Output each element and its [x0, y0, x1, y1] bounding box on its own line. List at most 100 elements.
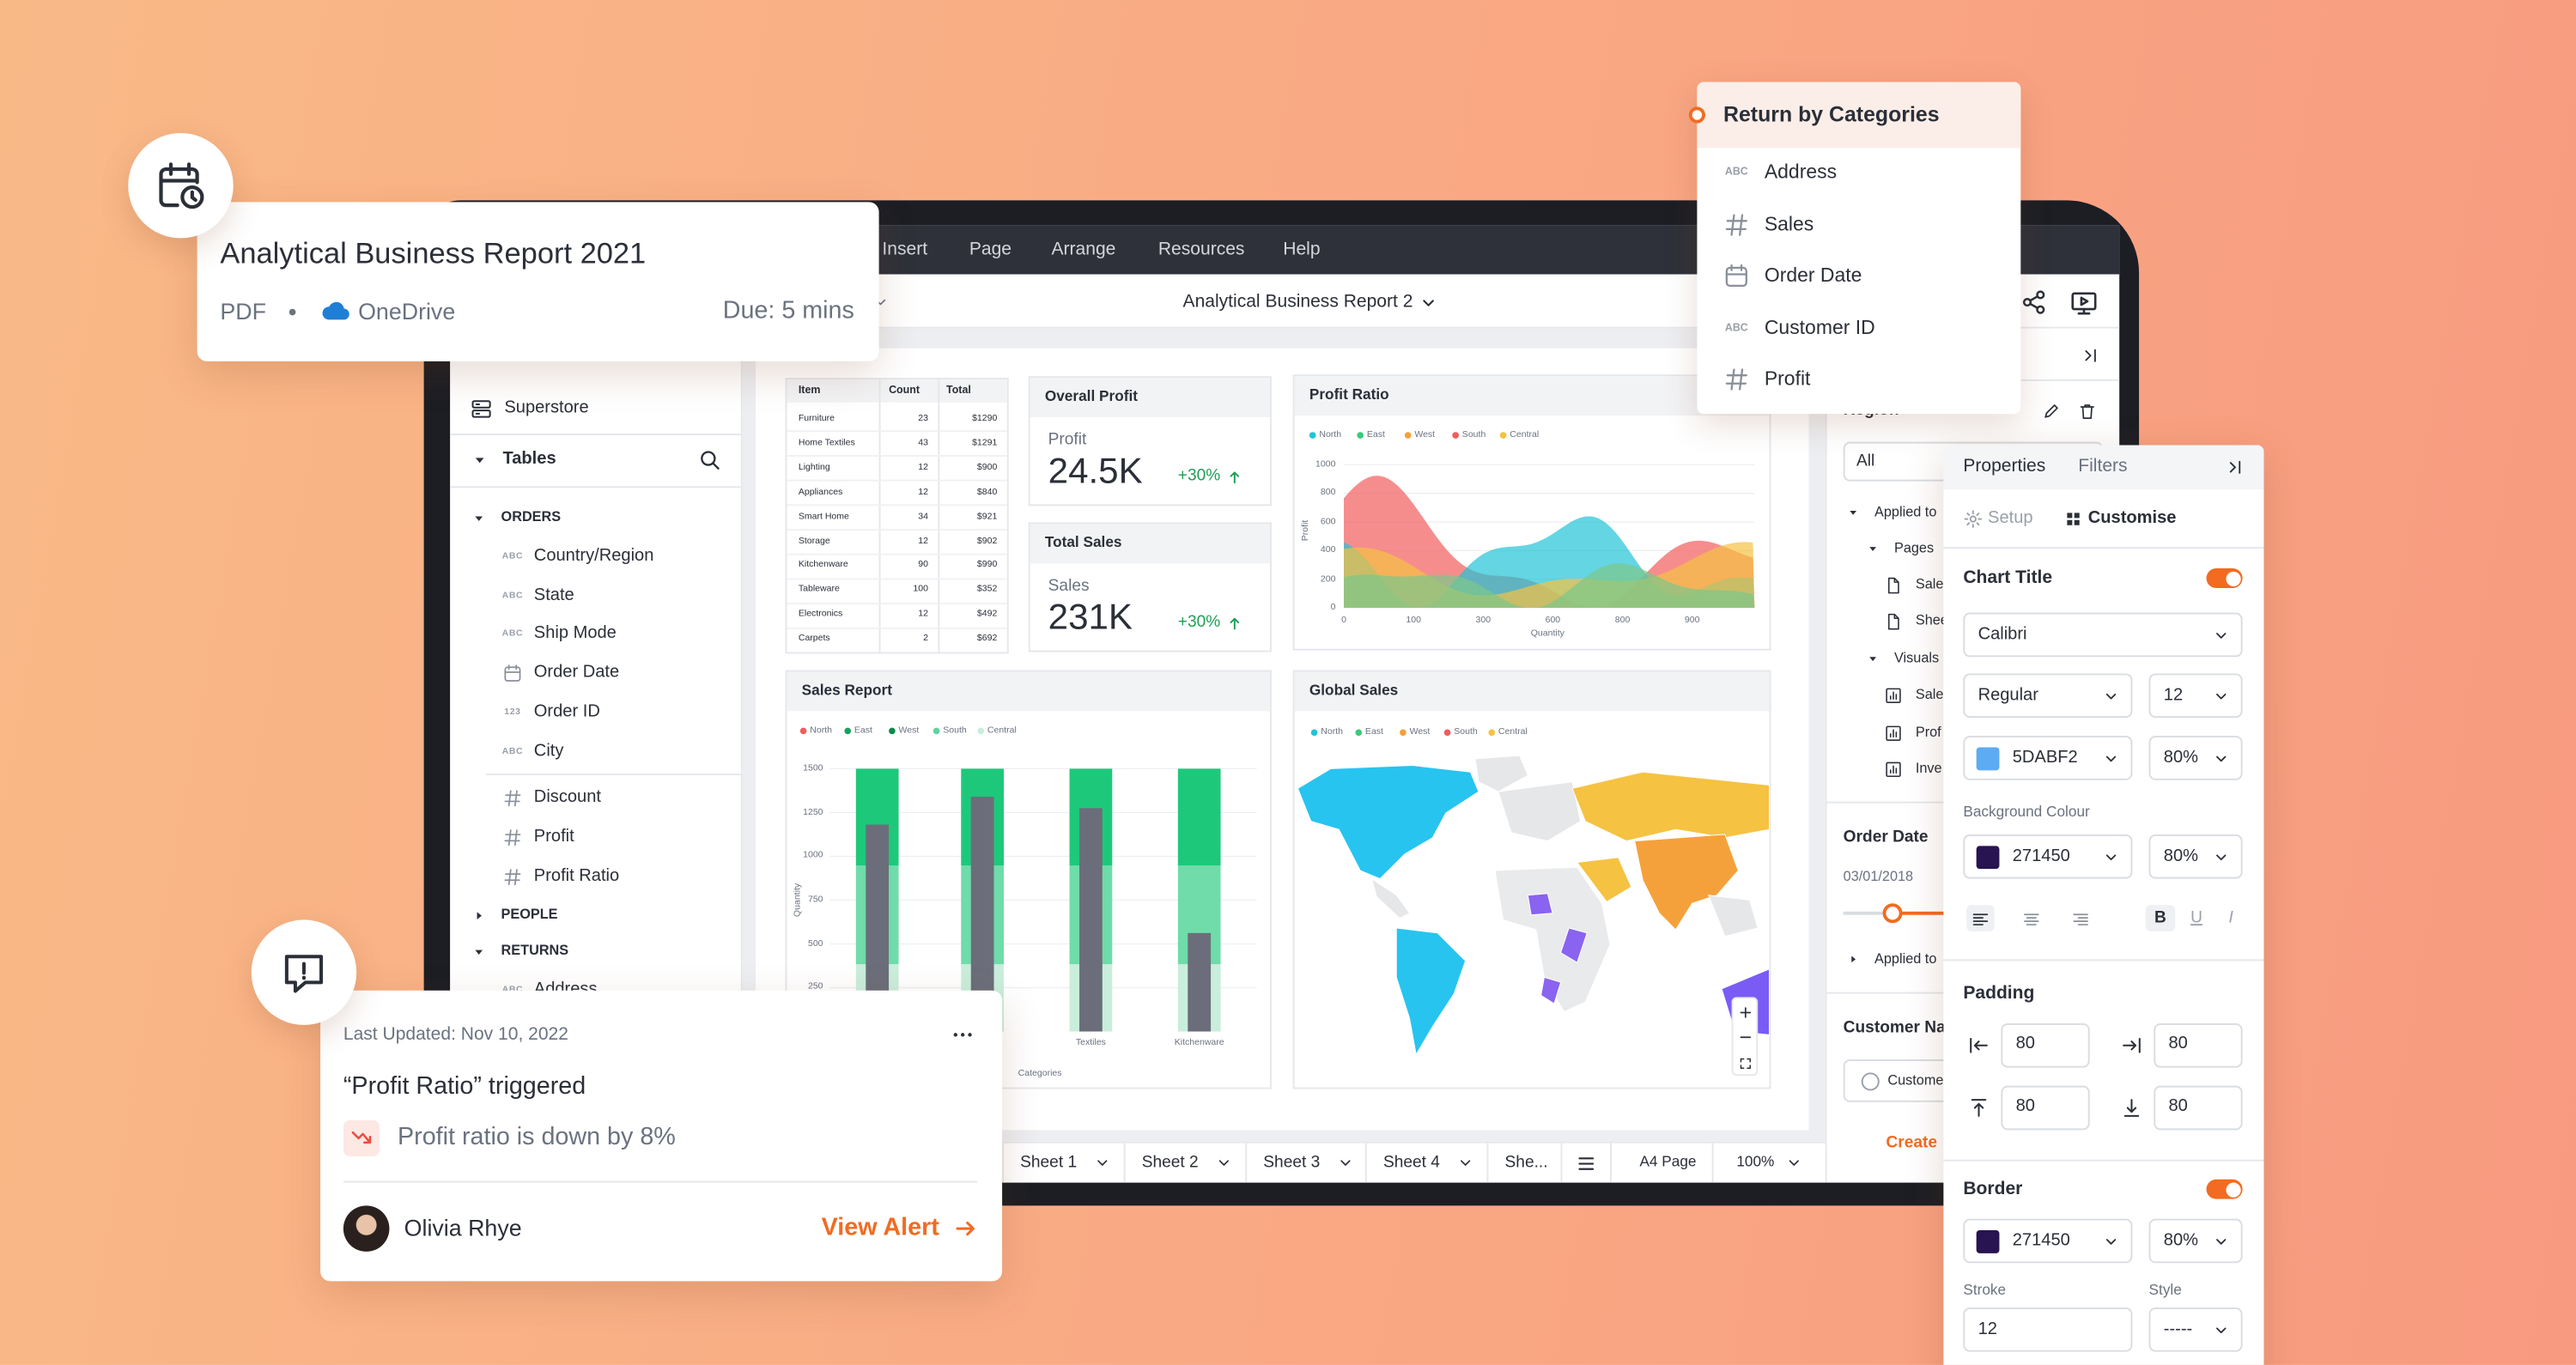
input[interactable] [2148, 834, 2243, 879]
icon-part [284, 955, 324, 993]
card-header [1294, 376, 1770, 416]
input[interactable] [2148, 673, 2243, 719]
align-center[interactable] [2021, 909, 2039, 927]
sheet-tab[interactable]: Sheet 2 [1141, 1154, 1199, 1173]
type-icon [504, 664, 521, 682]
tree-item[interactable]: Sale [1915, 575, 1944, 592]
field-name[interactable]: Discount [533, 787, 601, 808]
zoom-out[interactable] [1737, 1029, 1752, 1044]
input[interactable] [1963, 612, 2243, 658]
chevron[interactable] [1419, 294, 1437, 312]
sheet-tab[interactable]: Sheet 4 [1382, 1154, 1440, 1173]
tree-item[interactable]: Shee [1915, 611, 1948, 628]
icon-part [2079, 403, 2093, 419]
input-value: 80 [2015, 1095, 2035, 1116]
icon-circle [128, 132, 234, 239]
row-line [787, 431, 1007, 433]
slider-knob[interactable] [1882, 903, 1903, 924]
collapse-button[interactable] [2081, 346, 2099, 364]
more-button[interactable] [951, 1023, 975, 1046]
mode-tab[interactable]: Customise [2087, 507, 2177, 528]
chevron [1461, 1160, 1471, 1166]
field-name[interactable]: Ship Mode [533, 623, 617, 644]
text-style[interactable]: U [2190, 908, 2202, 928]
field-name[interactable]: Country/Region [533, 545, 654, 566]
report-storage[interactable]: OneDrive [358, 297, 456, 325]
sheet-tab[interactable]: Sheet 1 [1020, 1154, 1078, 1173]
menu-item[interactable]: Arrange [1051, 240, 1116, 260]
tree-item[interactable]: Applied to [1874, 503, 1937, 520]
edit-button[interactable] [2041, 402, 2059, 420]
present-button[interactable] [2069, 288, 2098, 317]
input[interactable] [2148, 1218, 2243, 1264]
dropdown-item[interactable]: Customer ID [1764, 315, 1875, 338]
text-style[interactable]: I [2228, 908, 2233, 928]
mode-tab[interactable]: Setup [1988, 507, 2033, 528]
cell: $1291 [972, 438, 998, 449]
field-name[interactable]: Order ID [533, 701, 600, 721]
search-button[interactable] [698, 448, 721, 471]
kpi-card [1028, 522, 1272, 652]
cell: Home Textiles [798, 438, 855, 449]
dropdown-item[interactable]: Profit [1764, 367, 1811, 391]
menu-item[interactable]: Insert [882, 240, 928, 260]
icon-part [1889, 690, 1897, 700]
field-name[interactable]: Profit [533, 826, 574, 846]
input[interactable] [2148, 736, 2243, 780]
divider [450, 486, 741, 488]
input[interactable] [1963, 673, 2133, 719]
align-left[interactable] [1971, 909, 1989, 927]
expand-toggle [476, 911, 481, 919]
dropdown-item[interactable]: Address [1764, 160, 1838, 184]
collapse-button[interactable] [2226, 458, 2244, 476]
type-badge: ABC [1724, 321, 1748, 334]
tree-item[interactable]: Sale [1915, 685, 1944, 702]
table-name[interactable]: RETURNS [501, 942, 569, 959]
document-title[interactable]: Analytical Business Report 2 [1182, 292, 1413, 312]
y-tick-label: 400 [1320, 545, 1336, 555]
create-button[interactable]: Create [1886, 1134, 1938, 1153]
arrow-right[interactable] [955, 1217, 978, 1241]
field-name[interactable]: Order Date [533, 662, 620, 682]
text-style[interactable]: B [2154, 908, 2166, 928]
icon-part [504, 868, 521, 885]
table-name[interactable]: ORDERS [501, 507, 562, 525]
page-size[interactable]: A4 Page [1639, 1153, 1697, 1170]
panel-tab[interactable]: Properties [1963, 456, 2046, 476]
field-name[interactable]: State [533, 584, 574, 604]
zoom-in[interactable] [1737, 1004, 1752, 1019]
share-button[interactable] [2020, 289, 2047, 316]
y-tick-label: 1000 [803, 851, 823, 862]
field-name[interactable]: Profit Ratio [533, 864, 620, 885]
input[interactable] [2148, 1307, 2243, 1352]
input[interactable] [2001, 1022, 2090, 1067]
menu-item[interactable]: Resources [1157, 240, 1245, 260]
tree-item[interactable]: Prof [1915, 723, 1941, 740]
delete-button[interactable] [2077, 402, 2095, 420]
field-name[interactable]: City [533, 740, 564, 761]
chart-title: Profit Ratio [1309, 385, 1389, 403]
menu-item[interactable]: Help [1283, 240, 1321, 260]
input[interactable] [1963, 1307, 2133, 1352]
sheet-menu[interactable] [1575, 1152, 1596, 1174]
divider [486, 774, 741, 776]
source-name[interactable]: Superstore [504, 397, 589, 418]
tree-item[interactable]: Inve [1915, 759, 1942, 776]
table-name[interactable]: PEOPLE [501, 906, 558, 923]
input[interactable] [2154, 1022, 2243, 1067]
input[interactable] [2001, 1084, 2090, 1130]
sheet-tab[interactable]: She... [1504, 1154, 1548, 1173]
input[interactable] [2154, 1084, 2243, 1130]
dropdown-item[interactable]: Order Date [1764, 263, 1862, 287]
icon-part [1340, 1160, 1351, 1166]
menu-item[interactable]: Page [969, 240, 1012, 260]
dropdown-item[interactable]: Sales [1764, 211, 1814, 235]
view-alert[interactable]: View Alert [821, 1213, 939, 1241]
align-right[interactable] [2071, 909, 2089, 927]
zoom-level[interactable]: 100% [1736, 1153, 1775, 1170]
sheet-tab[interactable]: Sheet 3 [1263, 1154, 1321, 1173]
fullscreen[interactable] [1737, 1055, 1752, 1070]
tree-item[interactable]: Visuals [1893, 649, 1940, 666]
panel-tab[interactable]: Filters [2078, 456, 2128, 476]
tree-item[interactable]: Pages [1893, 539, 1935, 556]
